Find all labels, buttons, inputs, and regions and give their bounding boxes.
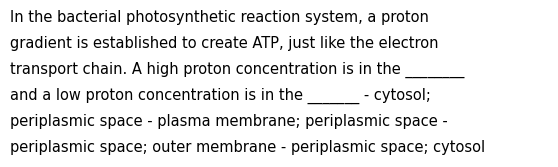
Text: periplasmic space; outer membrane - periplasmic space; cytosol: periplasmic space; outer membrane - peri… xyxy=(10,140,485,155)
Text: gradient is established to create ATP, just like the electron: gradient is established to create ATP, j… xyxy=(10,36,439,51)
Text: In the bacterial photosynthetic reaction system, a proton: In the bacterial photosynthetic reaction… xyxy=(10,10,429,25)
Text: transport chain. A high proton concentration is in the ________: transport chain. A high proton concentra… xyxy=(10,62,464,78)
Text: and a low proton concentration is in the _______ - cytosol;: and a low proton concentration is in the… xyxy=(10,88,431,104)
Text: periplasmic space - plasma membrane; periplasmic space -: periplasmic space - plasma membrane; per… xyxy=(10,114,448,129)
